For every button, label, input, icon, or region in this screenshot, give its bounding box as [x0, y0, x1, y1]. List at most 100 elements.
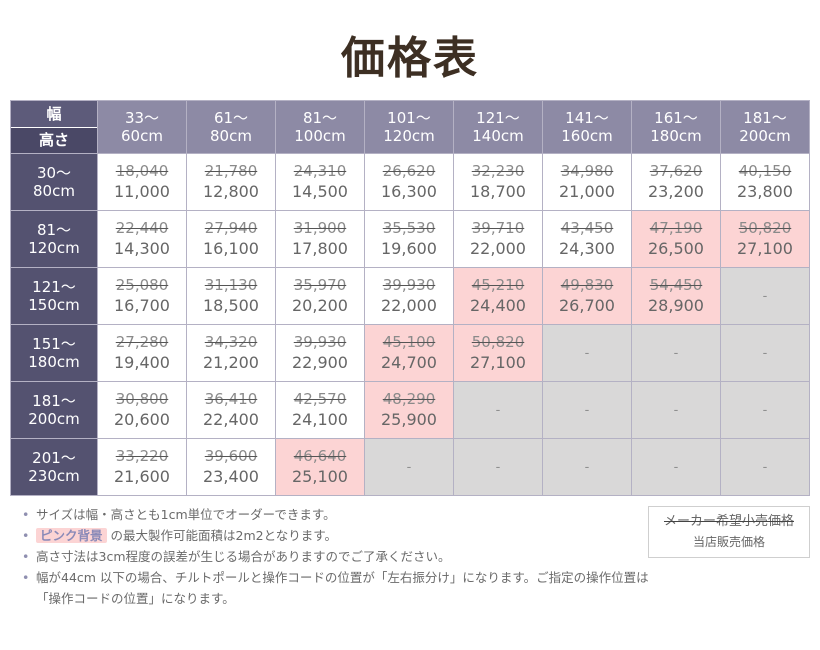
- header-row: 幅 高さ 33〜 60cm 61〜 80cm 81〜 100cm 101〜 120cm 121〜…: [10, 100, 810, 154]
- width-range-end: 60cm: [121, 127, 163, 145]
- price-cell: 34,320 21,200: [186, 324, 276, 382]
- height-range-end: 200cm: [28, 410, 80, 428]
- height-range-start: 201〜: [32, 449, 76, 467]
- table-body: 30〜 80cm 18,040 11,000 21,780 12,800 24,310 14,…: [10, 153, 810, 496]
- msrp-price: 47,190: [649, 219, 703, 237]
- sale-price: 23,800: [737, 182, 793, 201]
- height-range-end: 150cm: [28, 296, 80, 314]
- msrp-price: 18,040: [115, 162, 169, 180]
- height-range-end: 80cm: [33, 182, 75, 200]
- unavailable-cell: -: [720, 381, 810, 439]
- msrp-price: 37,620: [649, 162, 703, 180]
- unavailable-cell: -: [542, 381, 632, 439]
- price-cell: 48,290 25,900: [364, 381, 454, 439]
- price-cell: 35,530 19,600: [364, 210, 454, 268]
- height-row-header: 151〜 180cm: [10, 324, 98, 382]
- table-row: 30〜 80cm 18,040 11,000 21,780 12,800 24,310 14,…: [10, 153, 810, 211]
- msrp-price: 46,640: [293, 447, 347, 465]
- price-cell: 22,440 14,300: [97, 210, 187, 268]
- msrp-price: 45,100: [382, 333, 436, 351]
- price-cell: 21,780 12,800: [186, 153, 276, 211]
- width-range-start: 181〜: [743, 109, 787, 127]
- corner-header: 幅 高さ: [10, 100, 98, 154]
- sale-price: 12,800: [203, 182, 259, 201]
- sale-price: 26,700: [559, 296, 615, 315]
- height-range-end: 120cm: [28, 239, 80, 257]
- height-range-start: 81〜: [36, 221, 72, 239]
- msrp-price: 39,930: [382, 276, 436, 294]
- msrp-price: 39,930: [293, 333, 347, 351]
- height-row-header: 201〜 230cm: [10, 438, 98, 496]
- note-item: 高さ寸法は3cm程度の誤差が生じる場合がありますのでご了承ください。: [22, 546, 652, 567]
- msrp-price: 45,210: [471, 276, 525, 294]
- msrp-price: 39,600: [204, 447, 258, 465]
- msrp-price: 54,450: [649, 276, 703, 294]
- unavailable-mark: -: [673, 459, 679, 475]
- price-cell: 40,150 23,800: [720, 153, 810, 211]
- price-cell: 45,100 24,700: [364, 324, 454, 382]
- msrp-price: 43,450: [560, 219, 614, 237]
- msrp-price: 26,620: [382, 162, 436, 180]
- price-cell: 39,600 23,400: [186, 438, 276, 496]
- msrp-price: 48,290: [382, 390, 436, 408]
- sale-price: 16,300: [381, 182, 437, 201]
- sale-price: 27,100: [737, 239, 793, 258]
- width-range-start: 81〜: [302, 109, 338, 127]
- width-range-start: 121〜: [476, 109, 520, 127]
- height-range-start: 181〜: [32, 392, 76, 410]
- sale-price: 24,300: [559, 239, 615, 258]
- height-range-end: 180cm: [28, 353, 80, 371]
- price-cell: 43,450 24,300: [542, 210, 632, 268]
- msrp-price: 50,820: [471, 333, 525, 351]
- unavailable-cell: -: [631, 438, 721, 496]
- sale-price: 16,700: [114, 296, 170, 315]
- price-cell: 37,620 23,200: [631, 153, 721, 211]
- width-range-end: 140cm: [472, 127, 524, 145]
- note-text: 高さ寸法は3cm程度の誤差が生じる場合がありますのでご了承ください。: [36, 549, 451, 564]
- price-cell: 18,040 11,000: [97, 153, 187, 211]
- msrp-price: 35,530: [382, 219, 436, 237]
- sale-price: 23,200: [648, 182, 704, 201]
- msrp-price: 36,410: [204, 390, 258, 408]
- unavailable-cell: -: [720, 438, 810, 496]
- price-cell: 42,570 24,100: [275, 381, 365, 439]
- sale-price: 27,100: [470, 353, 526, 372]
- width-range-end: 100cm: [294, 127, 346, 145]
- sale-price: 19,600: [381, 239, 437, 258]
- price-cell: 33,220 21,600: [97, 438, 187, 496]
- price-cell: 47,190 26,500: [631, 210, 721, 268]
- height-range-end: 230cm: [28, 467, 80, 485]
- sale-price: 21,000: [559, 182, 615, 201]
- width-range-start: 33〜: [124, 109, 160, 127]
- unavailable-mark: -: [762, 288, 768, 304]
- table-row: 181〜 200cm 30,800 20,600 36,410 22,400 42,570 2…: [10, 381, 810, 439]
- unavailable-mark: -: [762, 402, 768, 418]
- table-row: 81〜 120cm 22,440 14,300 27,940 16,100 31,900 17…: [10, 210, 810, 268]
- unavailable-cell: -: [542, 324, 632, 382]
- msrp-price: 32,230: [471, 162, 525, 180]
- price-legend: メーカー希望小売価格 当店販売価格: [648, 506, 810, 558]
- unavailable-mark: -: [495, 402, 501, 418]
- price-table: 幅 高さ 33〜 60cm 61〜 80cm 81〜 100cm 101〜 120cm 121〜…: [10, 100, 810, 496]
- sale-price: 26,500: [648, 239, 704, 258]
- sale-price: 24,100: [292, 410, 348, 429]
- price-cell: 39,710 22,000: [453, 210, 543, 268]
- width-range-end: 120cm: [383, 127, 435, 145]
- table-row: 151〜 180cm 27,280 19,400 34,320 21,200 39,930 2…: [10, 324, 810, 382]
- sale-price: 17,800: [292, 239, 348, 258]
- height-range-start: 151〜: [32, 335, 76, 353]
- msrp-price: 30,800: [115, 390, 169, 408]
- height-range-start: 30〜: [36, 164, 72, 182]
- sale-price: 19,400: [114, 353, 170, 372]
- note-item: ピンク背景 の最大製作可能面積は2m2となります。: [22, 525, 652, 546]
- width-range-end: 160cm: [561, 127, 613, 145]
- sale-price: 24,700: [381, 353, 437, 372]
- unavailable-mark: -: [673, 402, 679, 418]
- unavailable-cell: -: [453, 438, 543, 496]
- notes-list: サイズは幅・高さとも1cm単位でオーダーできます。 ピンク背景 の最大製作可能面…: [22, 504, 652, 609]
- sale-price: 25,900: [381, 410, 437, 429]
- sale-price: 23,400: [203, 467, 259, 486]
- width-range-start: 141〜: [565, 109, 609, 127]
- sale-price: 18,700: [470, 182, 526, 201]
- sale-price: 22,000: [470, 239, 526, 258]
